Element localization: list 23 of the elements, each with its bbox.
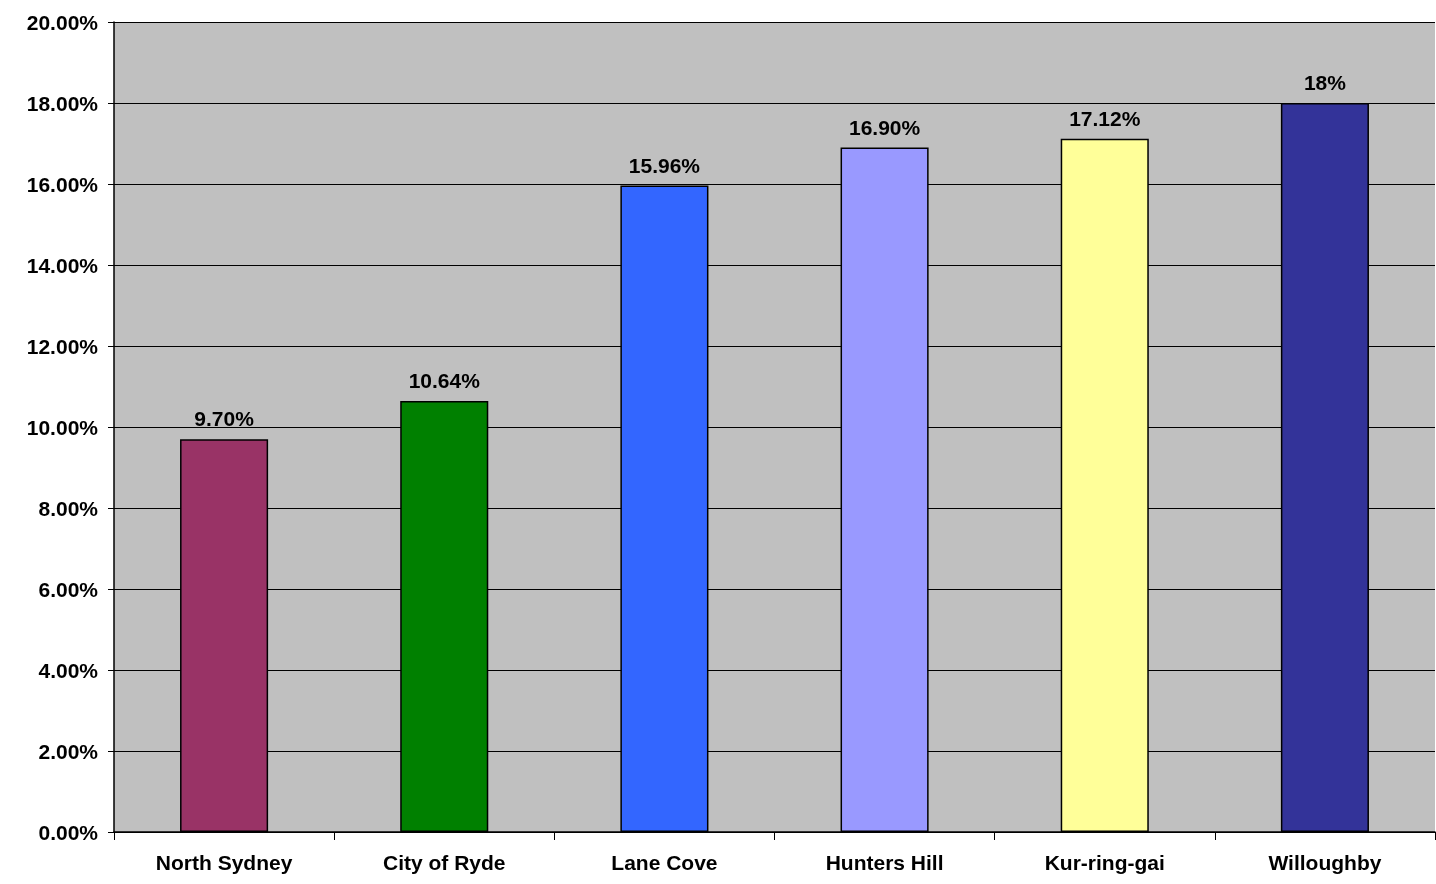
data-label: 17.12%: [1069, 106, 1141, 130]
x-tick-label: Kur-ring-gai: [1044, 851, 1165, 874]
x-tick-label: Lane Cove: [611, 851, 718, 874]
data-label: 15.96%: [628, 153, 701, 177]
x-tick-label: North Sydney: [155, 851, 293, 874]
data-label: 10.64%: [408, 369, 481, 393]
x-tick-label: Willoughby: [1268, 851, 1382, 874]
data-label: 16.90%: [848, 115, 921, 139]
y-tick-label: 14.00%: [26, 253, 99, 277]
y-tick-label: 16.00%: [26, 172, 99, 196]
data-label: 18%: [1303, 71, 1347, 94]
y-tick-label: 6.00%: [38, 577, 99, 601]
y-tick-label: 8.00%: [38, 496, 99, 520]
y-tick-label: 0.00%: [38, 820, 99, 844]
x-tick-label: City of Ryde: [382, 851, 506, 874]
y-tick-label: 10.00%: [26, 415, 99, 439]
y-tick-label: 12.00%: [26, 334, 99, 358]
y-tick-label: 20.00%: [26, 10, 99, 34]
x-tick-label: Hunters Hill: [825, 851, 944, 874]
y-tick-label: 18.00%: [26, 91, 99, 115]
data-label: 9.70%: [194, 407, 255, 431]
y-tick-label: 2.00%: [38, 739, 99, 763]
y-tick-label: 4.00%: [38, 658, 99, 682]
